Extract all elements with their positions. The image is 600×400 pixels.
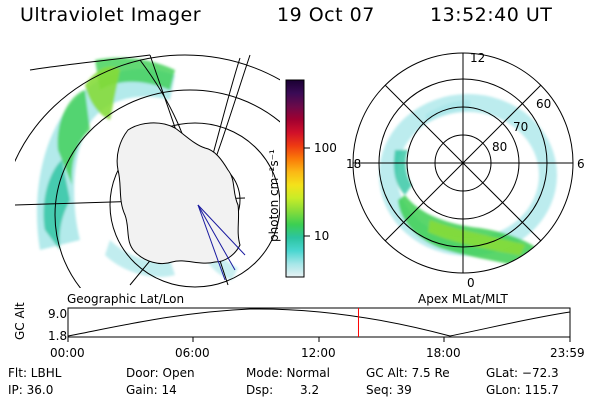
colorbar: 100 10 photon cm⁻²s⁻¹ <box>267 79 337 278</box>
mlat-label-60: 60 <box>536 97 551 111</box>
satellite-footprint-lines <box>197 204 246 281</box>
magnetic-polar-map: 12 0 18 6 60 70 80 <box>346 51 585 290</box>
status-gain: Gain: 14 <box>126 383 177 397</box>
xtick-1200: 12:00 <box>301 346 336 360</box>
status-door: Door: Open <box>126 366 195 380</box>
mlt-label-right: 6 <box>577 157 585 171</box>
altitude-curve <box>67 308 571 337</box>
status-dsp-value: 3.2 <box>300 383 320 397</box>
status-gc-alt: GC Alt: 7.5 Re <box>366 366 450 380</box>
xtick-0600: 06:00 <box>175 346 210 360</box>
xtick-2359: 23:59 <box>550 346 585 360</box>
altitude-plot: 9.0 1.8 GC Alt 00:00 06:00 12:00 18:00 2… <box>13 302 585 360</box>
observation-time: 13:52:40 UT <box>430 4 553 26</box>
right-map-label: Apex MLat/MLT <box>418 292 508 306</box>
colorbar-tick-10: 10 <box>314 229 329 243</box>
altitude-xticks <box>67 337 571 342</box>
colorbar-unit-label: photon cm⁻²s⁻¹ <box>267 149 281 242</box>
mlat-label-70: 70 <box>513 120 528 134</box>
mlt-label-bottom: 0 <box>467 276 475 290</box>
altitude-ytick-9: 9.0 <box>48 307 67 321</box>
status-dsp-label: Dsp: <box>246 383 274 397</box>
status-filter: Flt: LBHL <box>8 366 62 380</box>
altitude-ylabel: GC Alt <box>13 302 27 340</box>
mlat-label-80: 80 <box>492 140 507 154</box>
status-glat: GLat: −72.3 <box>486 366 559 380</box>
colorbar-tick-100: 100 <box>314 141 337 155</box>
left-map-label: Geographic Lat/Lon <box>67 292 184 306</box>
status-seq: Seq: 39 <box>366 383 412 397</box>
mlt-label-left: 18 <box>346 157 361 171</box>
observation-date: 19 Oct 07 <box>277 4 375 26</box>
status-ip: IP: 36.0 <box>8 383 54 397</box>
antarctica-coastline <box>116 122 241 265</box>
instrument-title: Ultraviolet Imager <box>20 4 202 26</box>
xtick-0000: 00:00 <box>50 346 85 360</box>
status-glon: GLon: 115.7 <box>486 383 559 397</box>
altitude-ytick-1-8: 1.8 <box>48 329 67 343</box>
geographic-map <box>15 54 280 288</box>
xtick-1800: 18:00 <box>426 346 461 360</box>
mlt-label-top: 12 <box>470 51 485 65</box>
mlt-spokes <box>353 53 573 273</box>
colorbar-scale <box>285 79 305 278</box>
status-mode: Mode: Normal <box>246 366 330 380</box>
